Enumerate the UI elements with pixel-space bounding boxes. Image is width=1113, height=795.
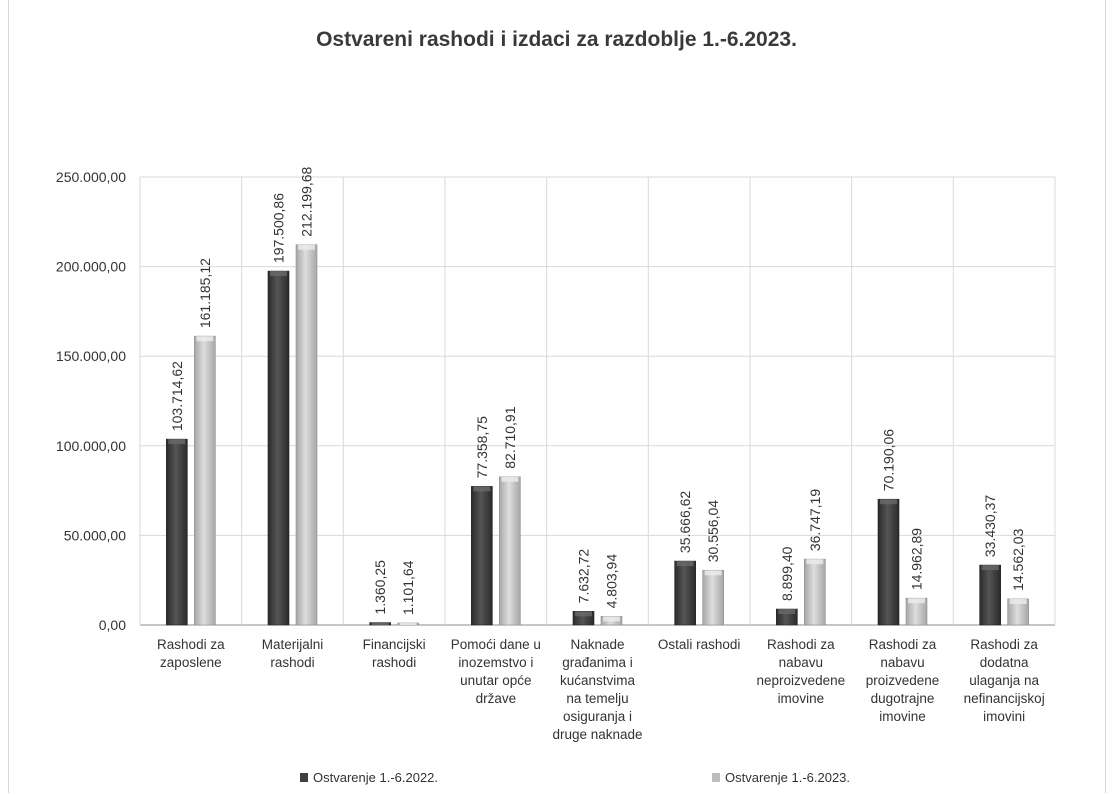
x-tick-label: Rashodi za nabavu proizvedene dugotrajne imo… <box>866 637 940 724</box>
legend-label-2022: Ostvarenje 1.-6.2022. <box>313 770 439 785</box>
x-tick-label: Pomoći dane u inozemstvo i unutar opće drža… <box>451 637 541 706</box>
bar-bevel <box>270 271 287 277</box>
data-label: 77.358,75 <box>474 416 490 478</box>
bar-bevel <box>1009 598 1027 604</box>
data-label: 14.962,89 <box>909 528 925 590</box>
bar-bevel <box>603 616 620 622</box>
bar-bevel <box>298 244 315 250</box>
data-label: 161.185,12 <box>197 258 213 328</box>
x-tick-label: Ostali rashodi <box>658 637 741 652</box>
bar-bevel <box>676 561 694 567</box>
data-label: 70.190,06 <box>881 429 897 491</box>
data-label: 14.562,03 <box>1010 528 1026 590</box>
bar-bevel <box>981 565 999 571</box>
y-tick-label: 0,00 <box>99 617 126 633</box>
chart-title: Ostvareni rashodi i izdaci za razdoblje … <box>316 28 797 51</box>
bar-2022 <box>166 438 188 626</box>
bar-bevel <box>908 598 925 604</box>
data-labels: 103.714,62 161.185,12 197.500,86 212.199,68… <box>169 166 1026 615</box>
x-tick-label: Rashodi za zaposlene <box>157 637 225 670</box>
bar-bevel <box>196 336 214 342</box>
data-label: 33.430,37 <box>982 495 998 557</box>
data-label: 30.556,04 <box>705 500 721 562</box>
data-label: 35.666,62 <box>677 491 693 553</box>
bar-bevel <box>501 476 519 482</box>
bar-bevel <box>880 499 897 505</box>
data-label: 82.710,91 <box>502 406 518 468</box>
legend-label-2023: Ostvarenje 1.-6.2023. <box>725 770 851 785</box>
bar-bevel <box>575 611 592 617</box>
y-tick-label: 100.000,00 <box>56 438 126 454</box>
y-tick-label: 150.000,00 <box>56 348 126 364</box>
x-tick-label: Rashodi za dodatna ulaganja na nefinancijsk… <box>964 637 1045 724</box>
data-label: 103.714,62 <box>169 361 185 431</box>
bar-2023 <box>499 476 521 626</box>
bar-bevel <box>704 570 722 576</box>
legend-item-2023: Ostvarenje 1.-6.2023. <box>712 770 850 785</box>
data-label: 1.101,64 <box>400 560 416 615</box>
bar-2022 <box>471 486 493 626</box>
bar-2023 <box>295 244 318 626</box>
bar-bevel <box>778 609 796 615</box>
bar-bevel <box>371 622 389 625</box>
bar-2022 <box>267 270 290 626</box>
bar-bevel <box>399 623 417 625</box>
data-label: 1.360,25 <box>372 560 388 615</box>
bar-bevel <box>168 439 186 445</box>
x-axis: Rashodi za zaposlene Materijalni rashodi Fin… <box>157 637 1045 742</box>
legend-item-2022: Ostvarenje 1.-6.2022. <box>300 770 438 785</box>
bar-bevel <box>806 559 824 565</box>
x-tick-label: Materijalni rashodi <box>262 637 324 670</box>
data-label: 8.899,40 <box>779 546 795 601</box>
data-label: 36.747,19 <box>807 489 823 551</box>
data-label: 7.632,72 <box>576 549 592 604</box>
bar-2022 <box>674 560 696 626</box>
x-tick-label: Rashodi za nabavu neproizvedene imovine <box>757 637 846 706</box>
bars <box>166 244 1029 626</box>
data-label: 212.199,68 <box>299 166 315 236</box>
data-label: 197.500,86 <box>271 193 287 263</box>
chart-frame <box>8 0 1106 793</box>
gridlines <box>139 176 1056 626</box>
bar-2022 <box>877 498 900 626</box>
legend-swatch-2023 <box>712 773 720 782</box>
y-tick-label: 200.000,00 <box>56 259 126 275</box>
y-tick-label: 250.000,00 <box>56 169 126 185</box>
y-axis: 0,00 50.000,00 100.000,00 150.000,00 200.000… <box>56 169 126 633</box>
bar-2023 <box>804 558 826 626</box>
bar-2023 <box>702 569 724 626</box>
data-label: 4.803,94 <box>604 554 620 609</box>
x-tick-label: Financijski rashodi <box>363 637 426 670</box>
bar-2023 <box>194 335 216 626</box>
y-tick-label: 50.000,00 <box>64 527 126 543</box>
x-tick-label: Naknade građanima i kućanstvima na temelju o… <box>552 637 642 742</box>
bar-2022 <box>979 564 1001 626</box>
bar-bevel <box>473 486 491 492</box>
legend-swatch-2022 <box>300 773 308 782</box>
